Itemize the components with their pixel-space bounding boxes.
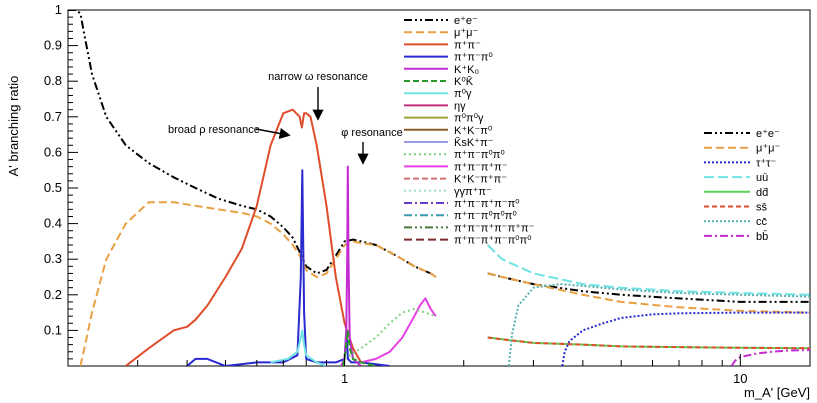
legend-label: K̄sK⁺π⁻ — [454, 136, 494, 149]
y-tick-label: 0.1 — [44, 322, 62, 337]
legend-label: π⁰π⁰γ — [454, 113, 484, 125]
series-line-pipi — [125, 108, 362, 366]
legend-label: π⁺π⁻π⁰π⁰ — [454, 149, 505, 161]
legend-label: e⁺e⁻ — [756, 128, 780, 140]
y-tick-label: 0.8 — [44, 73, 62, 88]
legend-label: π⁺π⁻ — [454, 39, 481, 51]
legend-label: μ⁺μ⁻ — [454, 27, 478, 39]
series-line-ee_high — [487, 272, 810, 303]
y-tick-label: 1 — [55, 2, 62, 17]
legend-label: dd̄ — [756, 187, 768, 199]
legend-label: ss̄ — [756, 202, 768, 214]
y-tick-label: 0.6 — [44, 144, 62, 159]
series-line-uu — [486, 244, 810, 296]
legend-label: K⁺K⁻π⁰ — [454, 125, 493, 137]
legend-label: γγπ⁺π⁻ — [454, 186, 492, 198]
legend-label: π⁺π⁻π⁺π⁻π⁺π⁻ — [454, 222, 535, 234]
legend-label: π⁰γ — [454, 88, 472, 100]
legend-label: K⁰K̄ — [454, 75, 474, 88]
y-axis-label: A' branching ratio — [6, 76, 21, 177]
x-tick-label: 10 — [733, 371, 747, 386]
series-line-4pi — [360, 297, 437, 364]
series-layer — [68, 10, 810, 366]
series-line-KK — [340, 165, 362, 366]
legend-label: π⁺π⁻π⁺π⁻ — [454, 161, 508, 173]
legend-label: uū — [756, 172, 768, 184]
y-tick-label: 0.7 — [44, 109, 62, 124]
x-tick-label: 1 — [341, 371, 348, 386]
legend-label: K⁺K⁻π⁺π⁻ — [454, 174, 507, 186]
legend-partonic: e⁺e⁻ μ⁺μ⁻ τ⁺τ⁻ uū dd̄ ss̄ cc̄ bb̄ — [704, 128, 780, 243]
legend-label: K⁺K₀ — [454, 64, 479, 76]
series-line-tautau — [561, 311, 810, 366]
y-tick-label: 0.9 — [44, 38, 62, 53]
legend-label: cc̄ — [756, 216, 768, 228]
legend-label: π⁺π⁻π⁰π⁰π⁰ — [454, 210, 517, 222]
series-line-ss — [487, 336, 810, 350]
series-group — [68, 10, 810, 366]
series-line-cc — [507, 283, 810, 366]
y-tick-label: 0.4 — [44, 216, 62, 231]
annotation-label: narrow ω resonance — [268, 71, 368, 83]
legend-label: π⁺π⁻π⁺π⁻π⁰ — [454, 198, 520, 210]
annotation-label: broad ρ resonance — [168, 124, 260, 136]
y-tick-label: 0.3 — [44, 251, 62, 266]
annotations: narrow ω resonance broad ρ resonance φ res… — [168, 71, 403, 165]
legend-label: τ⁺τ⁻ — [756, 157, 776, 169]
legend-label: e⁺e⁻ — [454, 15, 478, 27]
legend-label: bb̄ — [756, 230, 768, 243]
series-line-bb — [730, 349, 810, 366]
series-line-pi0gamma — [270, 329, 327, 366]
legend-label: ηγ — [454, 100, 466, 112]
legend-label: μ⁺μ⁻ — [756, 143, 780, 155]
y-tick-label: 0.5 — [44, 180, 62, 195]
series-line-4pi_neutral — [344, 308, 437, 360]
series-line-ee_low — [68, 10, 437, 278]
series-line-mumu_high — [487, 272, 810, 314]
y-tick-label: 0.2 — [44, 287, 62, 302]
legend-hadronic: e⁺e⁻μ⁺μ⁻π⁺π⁻π⁺π⁻π⁰K⁺K₀K⁰K̄π⁰γηγπ⁰π⁰γK⁺K⁻… — [404, 15, 535, 247]
annotation-label: φ resonance — [341, 127, 403, 139]
annotation-arrow — [255, 127, 291, 139]
axes: 0.1 0.2 0.3 0.4 0.5 0.6 0.7 0.8 0.9 1 1 10 — [44, 2, 748, 386]
series-line-pipipi0 — [186, 169, 390, 366]
legend-label: π⁺π⁻π⁰ — [454, 52, 493, 64]
x-axis-label: m_A' [GeV] — [744, 385, 810, 400]
series-line-mumu_low — [79, 201, 437, 366]
legend-label: π⁺π⁻π⁺π⁻π⁰π⁰ — [454, 235, 532, 247]
